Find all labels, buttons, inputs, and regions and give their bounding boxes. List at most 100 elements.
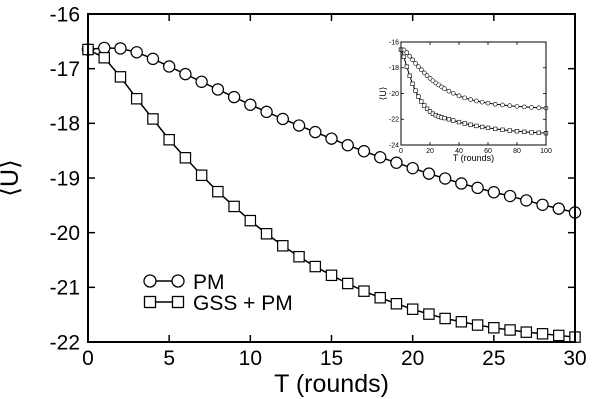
inset-y-tick-label-16: -16 (389, 39, 399, 46)
point-pm-20 (406, 161, 419, 175)
inset-point-series-1-21 (474, 123, 479, 129)
inset-point-series-1-10 (427, 109, 433, 114)
inset-point-series-1-7 (419, 99, 424, 104)
inset-point-series-0-10 (427, 76, 433, 81)
point-gss-pm-18 (374, 291, 386, 304)
inset-point-series-0-3 (407, 53, 413, 59)
point-gss-pm-5 (163, 133, 175, 146)
inset-x-tick-label-80: 80 (513, 148, 521, 155)
point-pm-3 (130, 46, 143, 59)
point-gss-pm-20 (406, 303, 419, 315)
inset-y-axis-label: ⟨U⟩ (378, 87, 388, 101)
point-gss-pm-13 (293, 250, 305, 263)
inset-point-series-1-17 (451, 118, 456, 123)
inset-point-series-0-6 (416, 64, 421, 70)
inset-point-series-1-5 (413, 88, 418, 93)
main-plot-marks (81, 41, 582, 343)
point-gss-pm-28 (536, 328, 549, 340)
point-pm-14 (309, 125, 322, 139)
point-pm-2 (114, 42, 127, 55)
inset-point-series-0-7 (418, 67, 424, 73)
inset-y-tick-label-24: -24 (389, 142, 399, 149)
inset-point-series-0-21 (474, 98, 479, 104)
inset-y-tick-label-20: -20 (389, 91, 399, 98)
legend-marker-pm-right (171, 274, 185, 288)
point-gss-pm-15 (325, 269, 338, 282)
x-tick-label-25: 25 (482, 347, 505, 370)
inset-point-series-1-6 (416, 94, 421, 99)
inset-point-series-1-9 (424, 106, 430, 111)
y-tick-label-20: -20 (50, 222, 80, 245)
inset-point-series-1-23 (485, 125, 491, 131)
point-pm-13 (292, 119, 306, 132)
main-plot: 0 5 10 15 20 25 30 -22 -21 -20 -19 -18 -17 -16 T (rou… (0, 3, 587, 398)
inset-x-tick-label-0: 0 (399, 148, 403, 155)
inset-point-series-1-24 (493, 126, 498, 132)
inset-plot: 0 20 40 60 80 100 -24 -22 -20 -18 -16 T (rounds) ⟨… (378, 39, 552, 163)
point-gss-pm-25 (488, 322, 500, 334)
inset-point-series-0-28 (521, 104, 527, 110)
x-tick-label-15: 15 (320, 347, 343, 370)
point-gss-pm-4 (147, 113, 159, 125)
inset-point-series-1-15 (442, 115, 447, 121)
inset-point-series-0-22 (479, 99, 485, 105)
inset-point-series-0-9 (424, 73, 430, 79)
point-pm-7 (195, 75, 208, 88)
inset-point-series-0-15 (442, 86, 447, 92)
inset-point-series-1-8 (422, 103, 427, 108)
inset-x-tick-label-40: 40 (455, 148, 463, 155)
inset-point-series-1-4 (410, 81, 415, 86)
inset-x-tick-label-20: 20 (426, 148, 434, 155)
inset-point-series-0-4 (410, 57, 415, 63)
inset-point-series-1-29 (529, 130, 534, 135)
point-gss-pm-11 (260, 228, 273, 240)
inset-plot-marks (398, 47, 549, 136)
inset-point-series-0-25 (500, 102, 505, 108)
point-gss-pm-21 (423, 308, 435, 320)
inset-x-tick-label-100: 100 (540, 148, 552, 155)
point-pm-21 (422, 167, 436, 180)
point-gss-pm-26 (504, 324, 516, 336)
inset-plot-axes: 0 20 40 60 80 100 -24 -22 -20 -18 -16 (389, 39, 552, 155)
inset-point-series-1-16 (446, 117, 451, 122)
point-gss-pm-23 (455, 316, 468, 328)
inset-point-series-1-1 (401, 54, 407, 59)
inset-point-series-0-20 (468, 97, 473, 102)
point-pm-27 (520, 194, 533, 207)
legend-marker-gss-pm-left (143, 295, 157, 309)
inset-y-tick-label-22: -22 (389, 117, 399, 124)
point-pm-17 (357, 145, 371, 158)
inset-point-series-0-18 (456, 93, 462, 99)
inset-point-series-0-17 (450, 90, 456, 96)
point-pm-5 (162, 60, 176, 73)
y-tick-label-22: -22 (50, 331, 80, 354)
point-pm-23 (455, 177, 468, 190)
legend-label-gss-pm: GSS + PM (193, 292, 293, 315)
y-tick-label-17: -17 (50, 58, 80, 81)
y-tick-label-21: -21 (50, 277, 80, 300)
inset-point-series-0-29 (529, 105, 534, 110)
point-pm-9 (227, 90, 241, 104)
point-pm-28 (536, 198, 549, 211)
point-pm-6 (179, 67, 192, 81)
point-gss-pm-12 (277, 240, 289, 252)
point-gss-pm-8 (212, 185, 224, 198)
point-gss-pm-16 (341, 277, 354, 290)
point-gss-pm-24 (471, 319, 484, 331)
inset-point-series-1-3 (407, 73, 412, 79)
point-gss-pm-7 (195, 169, 208, 182)
point-gss-pm-9 (228, 200, 240, 213)
legend-marker-gss-pm-right (171, 295, 185, 309)
inset-point-series-1-27 (514, 129, 520, 134)
legend-entry-pm: PM (143, 271, 225, 294)
point-pm-4 (146, 52, 160, 66)
x-tick-label-30: 30 (563, 347, 586, 370)
point-pm-22 (438, 172, 452, 185)
point-pm-10 (244, 98, 257, 111)
inset-plot-background (401, 42, 546, 145)
point-pm-26 (503, 189, 517, 203)
inset-point-series-0-26 (507, 103, 513, 109)
x-axis-label: T (rounds) (274, 370, 389, 398)
inset-point-series-0-24 (492, 101, 498, 107)
